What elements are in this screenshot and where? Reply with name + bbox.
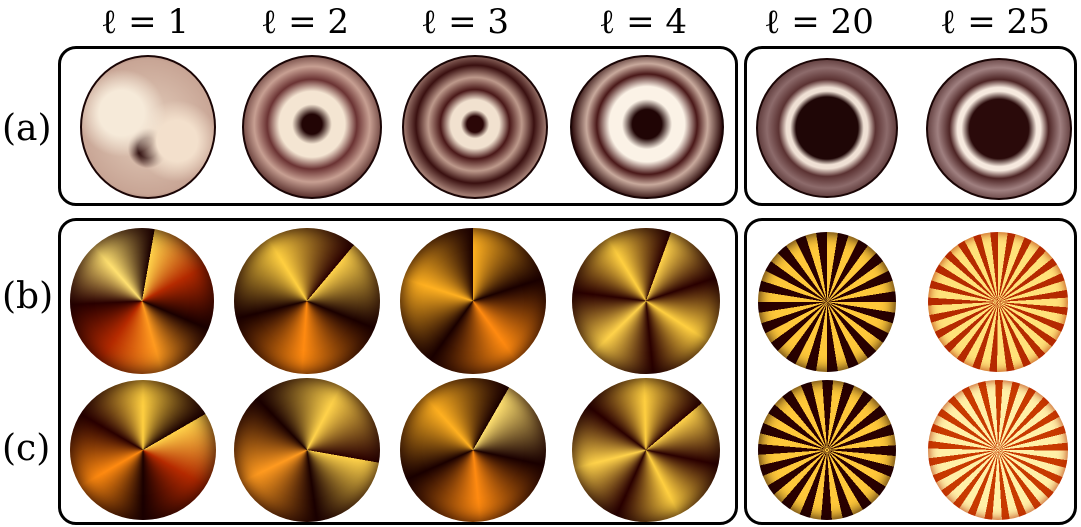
phase-disc-c-l2: [234, 378, 380, 522]
phase-disc-b-l20: [758, 232, 896, 372]
phase-disc-c-l25: [928, 380, 1068, 520]
phase-disc-b-l1: [70, 228, 214, 374]
phase-disc-c-l20: [758, 380, 896, 520]
intensity-disc-a-l20: [756, 58, 898, 198]
group-box-a-low: [58, 46, 738, 206]
row-label-b: (b): [2, 276, 54, 317]
group-box-bc-low: [58, 218, 738, 525]
group-box-a-high: [744, 46, 1077, 206]
phase-disc-c-l4: [572, 378, 720, 522]
row-label-c: (c): [2, 428, 51, 469]
phase-disc-b-l4: [572, 228, 720, 374]
column-label-l20: ℓ = 20: [764, 2, 874, 42]
column-label-l2: ℓ = 2: [260, 2, 350, 42]
phase-disc-b-l25: [928, 232, 1068, 372]
intensity-disc-a-l1: [80, 55, 216, 199]
column-label-l25: ℓ = 25: [940, 2, 1050, 42]
phase-disc-c-l3: [400, 378, 546, 522]
column-label-l3: ℓ = 3: [420, 2, 510, 42]
row-label-a: (a): [2, 108, 52, 149]
column-label-l1: ℓ = 1: [100, 2, 190, 42]
intensity-disc-a-l2: [242, 55, 382, 199]
phase-disc-b-l2: [234, 228, 380, 374]
intensity-disc-a-l4: [570, 55, 724, 199]
phase-disc-c-l1: [70, 380, 216, 520]
group-box-bc-high: [744, 218, 1077, 525]
column-label-l4: ℓ = 4: [598, 2, 688, 42]
intensity-disc-a-l25: [926, 58, 1072, 200]
phase-disc-b-l3: [400, 228, 546, 374]
intensity-disc-a-l3: [402, 55, 548, 199]
